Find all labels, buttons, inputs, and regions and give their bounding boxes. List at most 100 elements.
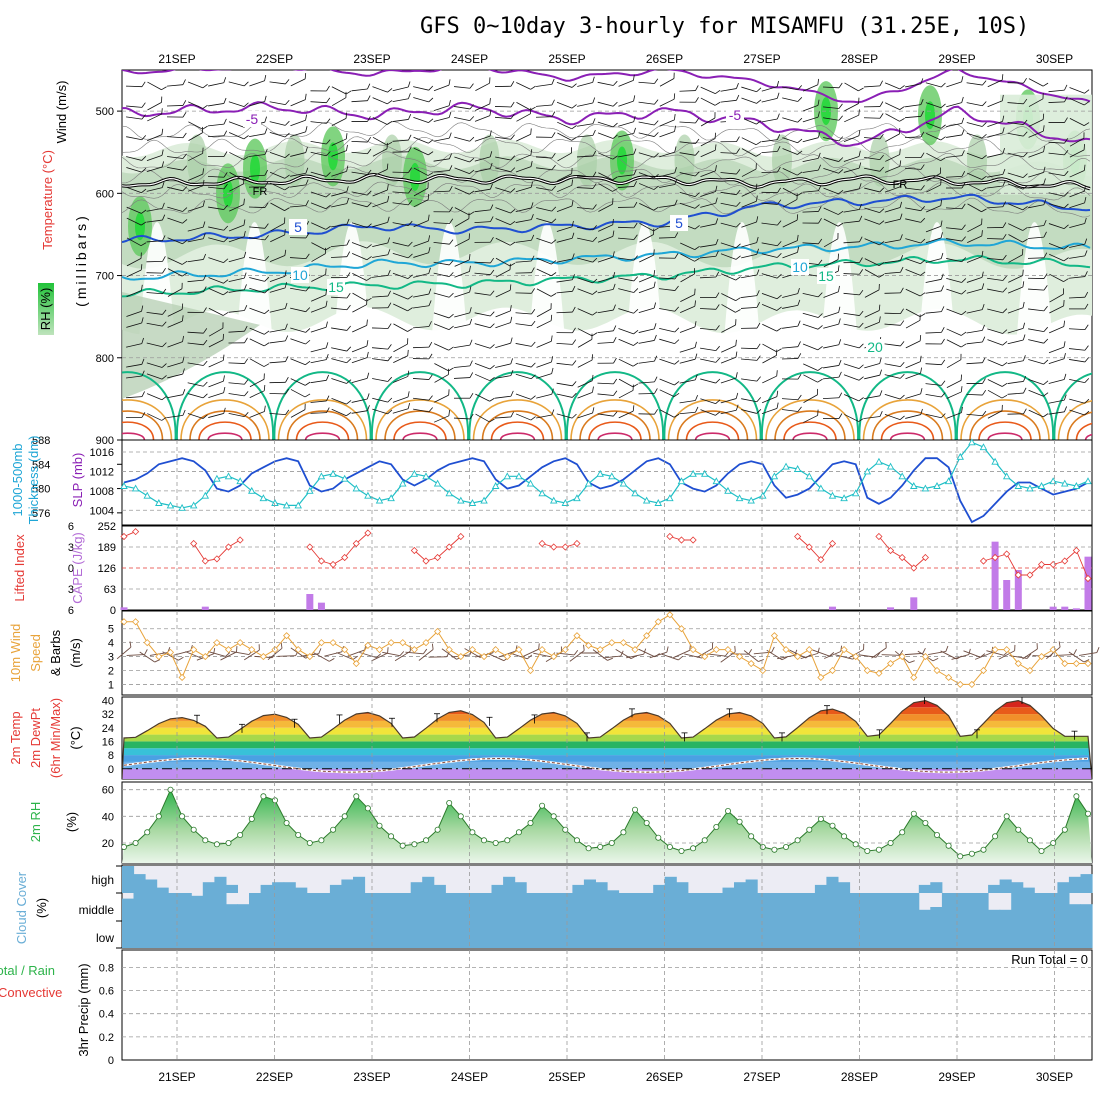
wind-barb xyxy=(597,121,618,128)
barb-flag xyxy=(408,188,413,194)
barb-flag xyxy=(449,165,453,171)
surface-wind-barb xyxy=(1068,651,1090,663)
cloud-cell xyxy=(549,921,562,948)
wind-barb xyxy=(474,130,492,142)
barb-flag xyxy=(469,116,475,121)
barb-flag xyxy=(797,320,801,327)
barb-flag xyxy=(879,187,885,193)
barb-flag xyxy=(305,167,309,174)
barb-shaft xyxy=(781,358,799,360)
barb-shaft xyxy=(229,172,244,181)
barb-shaft xyxy=(925,237,942,244)
wind-barb xyxy=(1007,408,1027,415)
temp-contour-20 xyxy=(565,371,665,440)
barb-flag xyxy=(181,303,184,310)
temp-contour-20 xyxy=(1053,372,1092,440)
wind-barb xyxy=(679,394,699,404)
wind-barb xyxy=(802,292,823,298)
wind-barb xyxy=(700,292,720,299)
barb-flag xyxy=(571,125,577,130)
barb-flag xyxy=(1002,201,1006,207)
barb-shaft xyxy=(290,307,306,313)
barb-flag xyxy=(510,305,512,311)
barb-flag xyxy=(223,291,229,296)
rh2m-marker xyxy=(713,824,720,831)
panel-frame xyxy=(121,439,1093,526)
wind-barb xyxy=(946,236,966,242)
wind-barb xyxy=(802,185,822,193)
barb-flag xyxy=(633,95,636,102)
wind-barb xyxy=(372,86,393,93)
barb-flag xyxy=(305,179,309,186)
barb-flag xyxy=(1084,185,1086,192)
barb-shaft xyxy=(720,172,737,175)
wind-barb xyxy=(453,413,474,420)
barb-flag xyxy=(797,150,803,155)
wind-barb xyxy=(1028,359,1049,365)
barb-shaft xyxy=(556,258,573,263)
wind-barb xyxy=(495,358,513,368)
wind-barb xyxy=(925,285,945,294)
slp-marker xyxy=(573,494,581,502)
wind-speed-marker xyxy=(317,639,326,647)
barb-flag xyxy=(202,168,204,175)
barb-shaft xyxy=(782,97,798,102)
barb-shaft xyxy=(843,273,860,275)
cape-bar xyxy=(887,607,895,610)
cloud-cell xyxy=(583,879,596,893)
wind-barb xyxy=(740,343,761,350)
barb-flag xyxy=(879,357,882,364)
barb-flag xyxy=(203,381,208,387)
wind-barb xyxy=(495,390,514,399)
wind-barb xyxy=(495,316,513,329)
slp-marker xyxy=(875,457,883,465)
rh2m-marker xyxy=(992,833,999,840)
cloud-cell xyxy=(791,921,804,948)
barb-flag xyxy=(469,372,474,378)
thickness-tick-label: 588 xyxy=(32,435,50,447)
barb-flag xyxy=(346,292,351,299)
wind-barb xyxy=(412,341,433,349)
cloud-cell xyxy=(133,893,146,921)
wind-barb xyxy=(474,290,495,296)
barb-flag xyxy=(633,181,637,187)
slp-marker xyxy=(1084,477,1092,485)
barb-flag xyxy=(490,257,495,264)
wind-barb xyxy=(597,251,615,263)
barb-flag xyxy=(1023,387,1027,394)
wind-barb xyxy=(700,165,717,178)
barb-flag xyxy=(305,232,310,239)
barb-shaft xyxy=(228,224,245,232)
wind-barb xyxy=(1069,87,1090,94)
barb-flag xyxy=(386,142,388,149)
wind-barb xyxy=(1007,183,1028,190)
barb-flag xyxy=(572,274,576,280)
barb-flag xyxy=(182,389,186,395)
barb-shaft xyxy=(167,237,183,245)
barb-flag xyxy=(838,115,843,121)
barb-shaft xyxy=(700,244,716,248)
barb-flag xyxy=(223,130,228,136)
surface-wind-barb xyxy=(569,644,585,662)
cloud-cell xyxy=(214,921,227,948)
barb-flag xyxy=(776,92,780,99)
barb-shaft xyxy=(884,165,901,173)
barb-flag xyxy=(982,80,987,86)
wind-barb xyxy=(659,358,680,365)
barb-shaft xyxy=(843,374,860,381)
wind-barb xyxy=(331,112,347,126)
barb-shaft xyxy=(269,328,286,333)
barb-flag xyxy=(632,383,639,388)
barb-shaft xyxy=(844,414,859,422)
barb-shaft xyxy=(802,137,819,143)
wind-barb xyxy=(966,378,986,384)
barb-shaft xyxy=(618,378,634,388)
barb-shaft xyxy=(231,650,250,656)
wind-barb xyxy=(884,181,902,193)
barb-shaft xyxy=(229,204,244,212)
barb-shaft xyxy=(720,202,737,207)
barb-flag xyxy=(776,294,782,300)
barb-flag xyxy=(305,360,311,366)
barb-flag xyxy=(941,392,946,398)
barb-flag xyxy=(280,642,283,649)
